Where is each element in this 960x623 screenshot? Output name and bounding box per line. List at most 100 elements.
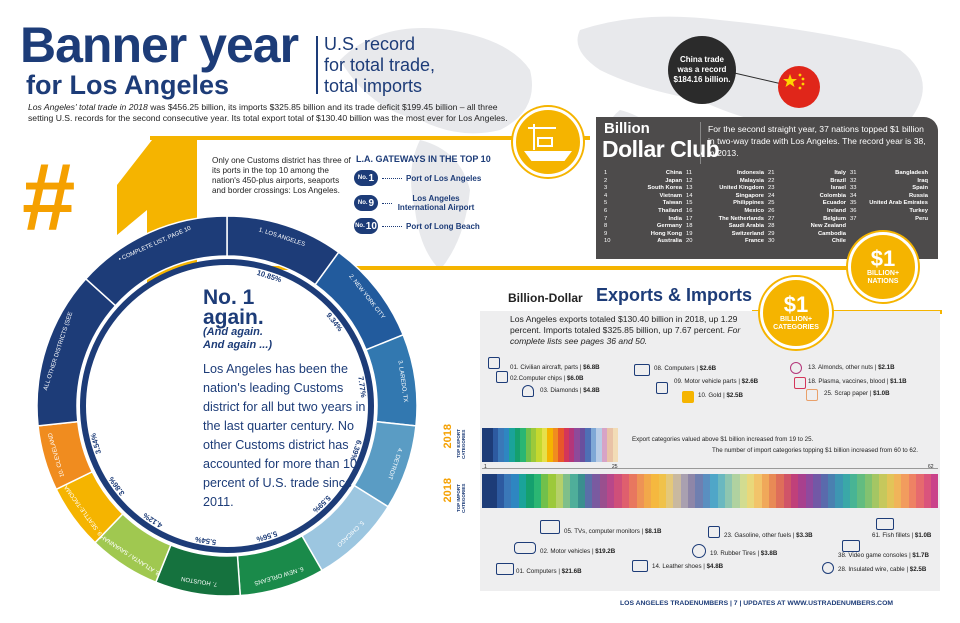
club-row: 1 China	[604, 170, 682, 178]
category-stripe	[540, 474, 549, 508]
club-nations-table: 1 China 2 Japan 3 South Korea 4 Vietnam 5 Taiwan 6…	[604, 170, 928, 250]
club-row: 21 Italy	[768, 170, 846, 178]
import-label-1: 01. Computers | $21.6B	[516, 568, 582, 575]
category-stripe	[577, 474, 586, 508]
category-stripe	[820, 474, 828, 508]
club-row: 3 South Korea	[604, 185, 682, 193]
club-country: New Zealand	[810, 223, 846, 230]
fish-icon	[876, 518, 894, 530]
category-stripe	[901, 474, 909, 508]
category-stripe	[908, 474, 917, 508]
category-stripe	[563, 428, 569, 462]
ei-description-italic: For complete lists see pages 36 and 50.	[510, 325, 741, 346]
category-stripe	[813, 474, 821, 508]
club-row: 24 Colombia	[768, 193, 846, 201]
ei-description: Los Angeles exports totaled $130.40 bill…	[510, 314, 770, 347]
category-stripe	[665, 474, 674, 508]
no1-heading: No. 1 again.	[203, 287, 264, 328]
club-rank: 7	[604, 215, 608, 222]
club-country: Israel	[830, 185, 846, 192]
gateway-label: Los Angeles International Airport	[397, 194, 475, 212]
category-stripe	[739, 474, 747, 508]
category-stripe	[548, 474, 556, 508]
category-stripe	[621, 474, 630, 508]
category-stripe	[923, 474, 931, 508]
export-label-9: 09. Motor vehicle parts | $2.6B	[674, 378, 759, 385]
nuts-icon	[790, 362, 802, 374]
category-stripe	[558, 428, 564, 462]
category-stripe	[754, 474, 762, 508]
gateway-note: Only one Customs district has three of i…	[212, 156, 351, 195]
page-subtitle: U.S. record for total trade, total impor…	[324, 34, 435, 97]
gateway-item-9: No. 9 Los Angeles International Airport	[354, 194, 476, 212]
club-rank: 21	[768, 170, 775, 176]
club-country: United Kingdom	[719, 185, 764, 192]
ei-title-small: Billion-Dollar	[508, 291, 583, 305]
club-country: Ecuador	[822, 200, 846, 207]
category-stripe	[552, 428, 559, 462]
no1-sub-line2: And again ...)	[203, 339, 273, 351]
category-stripe	[574, 428, 580, 462]
club-country: Malaysia	[739, 177, 764, 184]
badge-label: BILLION+ NATIONS	[866, 270, 900, 285]
category-stripe	[724, 474, 733, 508]
category-stripe	[504, 474, 512, 508]
gateway-title: L.A. GATEWAYS IN THE TOP 10	[356, 154, 491, 164]
category-stripe	[514, 428, 521, 462]
ei-title-big: Exports & Imports	[596, 285, 753, 305]
category-stripe	[590, 428, 597, 462]
category-stripe	[585, 428, 591, 462]
category-stripe	[579, 428, 586, 462]
ei-description-plain: Los Angeles exports totaled $130.40 bill…	[510, 314, 738, 335]
club-rank: 25	[768, 200, 775, 207]
ring-segment-label: 3. LAREDO, TX	[396, 360, 408, 403]
club-row: 10 Australia	[604, 238, 682, 246]
club-rank: 4	[604, 192, 608, 199]
export-label-1: 01. Civilian aircraft, parts | $6.8B	[510, 364, 600, 371]
category-stripe	[629, 474, 637, 508]
club-row: 16 Mexico	[686, 208, 764, 216]
china-flag-icon	[778, 66, 820, 108]
category-stripe	[680, 474, 689, 508]
china-callout: China trade was a record $184.16 billion…	[668, 36, 736, 104]
club-row: 13 United Kingdom	[686, 185, 764, 193]
club-row: 33 Spain	[850, 185, 928, 193]
category-stripe	[489, 474, 497, 508]
club-row: 18 Saudi Arabia	[686, 223, 764, 231]
category-stripe	[492, 428, 499, 462]
connector-line-mid	[150, 266, 870, 270]
club-row: 31 Bangladesh	[850, 170, 928, 178]
category-stripe	[864, 474, 873, 508]
export-label-8: 08. Computers | $2.6B	[654, 365, 717, 372]
club-column: 31 Bangladesh 32 Iraq 33 Spain 34 Russia 35 Unite…	[850, 170, 928, 223]
import-note: The number of import categories topping …	[712, 447, 919, 454]
category-stripe	[525, 428, 531, 462]
export-note: Export categories valued above $1 billio…	[632, 436, 814, 443]
club-country: Russia	[908, 192, 928, 199]
club-row: 5 Taiwan	[604, 200, 682, 208]
club-country: The Netherlands	[718, 215, 764, 222]
category-stripe	[849, 474, 858, 508]
blood-icon	[794, 377, 806, 389]
gateway-label: Port of Long Beach	[406, 221, 480, 231]
aircraft-icon	[488, 357, 500, 369]
category-stripe	[607, 428, 613, 462]
club-row: 7 India	[604, 216, 682, 224]
club-rank: 24	[768, 192, 775, 199]
category-stripe	[688, 474, 696, 508]
category-stripe	[570, 474, 578, 508]
category-stripe	[503, 428, 510, 462]
billion-nations-badge: $1 BILLION+ NATIONS	[848, 232, 918, 302]
connector-line-top	[150, 136, 590, 140]
import-year: 2018	[442, 478, 454, 503]
club-column: 1 China 2 Japan 3 South Korea 4 Vietnam 5 Taiwan 6…	[604, 170, 682, 246]
category-stripe	[569, 428, 575, 462]
category-stripe	[702, 474, 711, 508]
category-stripe	[636, 474, 644, 508]
import-label-38: 38. Video game consoles | $1.7B	[838, 552, 929, 559]
club-country: Hong Kong	[650, 230, 682, 237]
club-rank: 27	[768, 215, 775, 222]
category-stripe	[614, 474, 622, 508]
cable-icon	[822, 562, 834, 574]
